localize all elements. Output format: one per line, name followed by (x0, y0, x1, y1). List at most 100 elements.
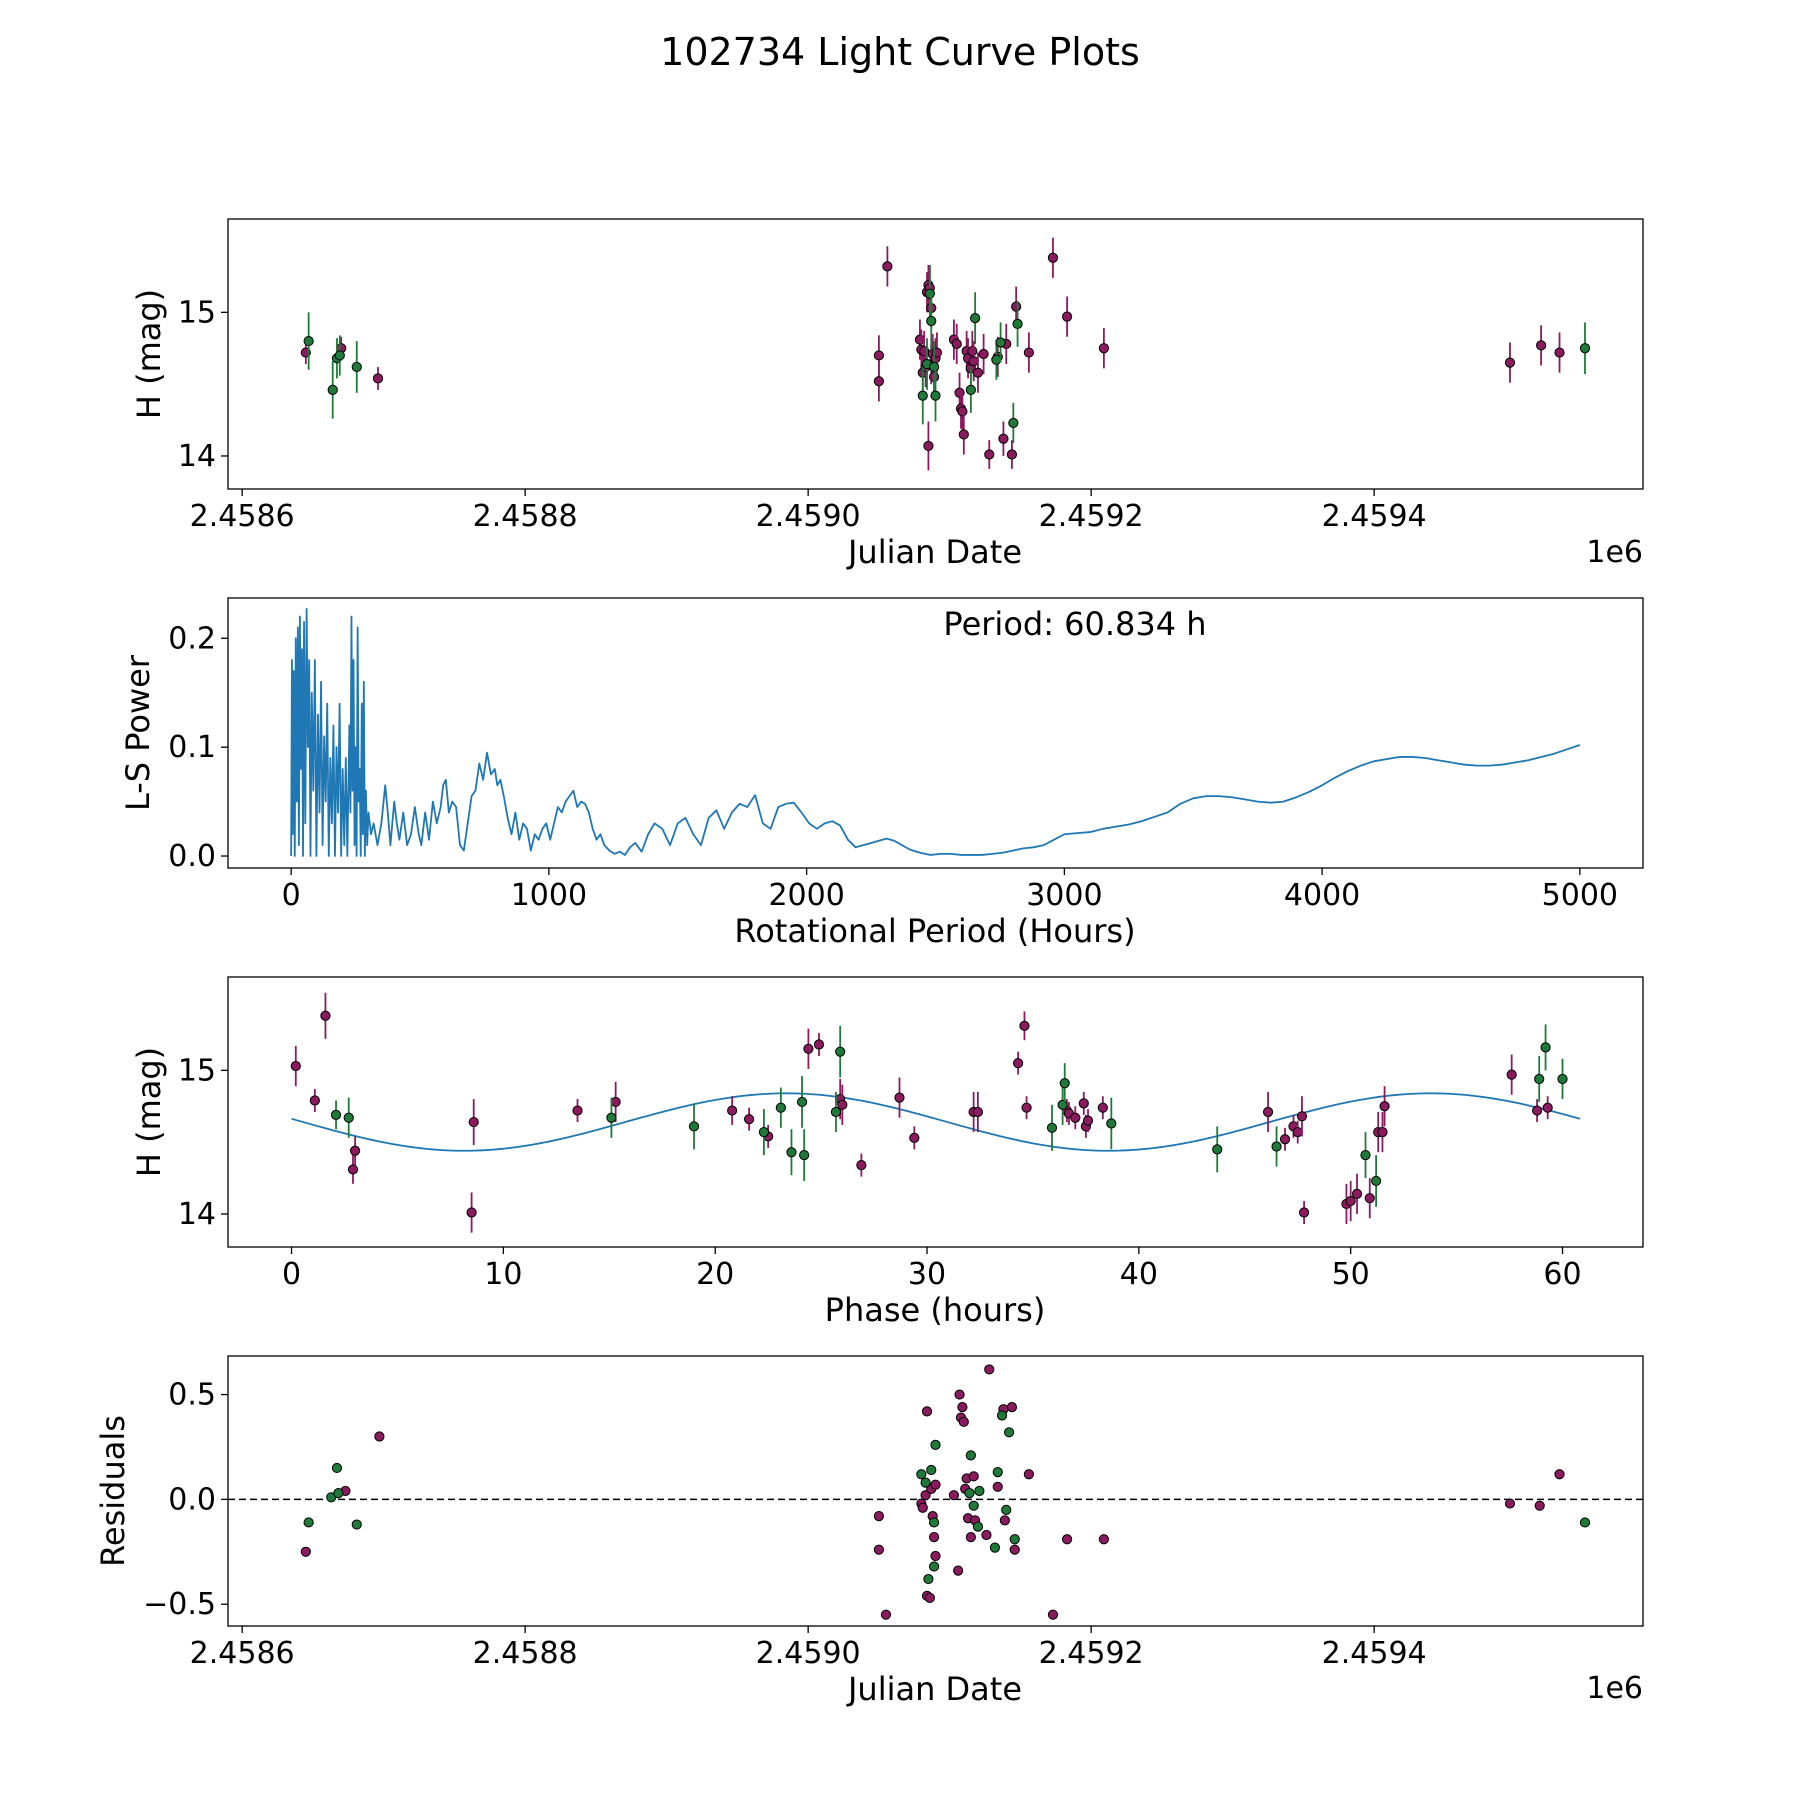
periodogram-xtick-label: 2000 (768, 878, 844, 913)
residuals-xtick-label: 2.4588 (473, 1636, 578, 1671)
lightcurve-point-filter-magenta (998, 433, 1009, 444)
phase-point-filter-magenta (1364, 1193, 1375, 1204)
periodogram-ytick-label: 0.2 (168, 621, 216, 656)
periodogram-xtick-label: 1000 (511, 878, 587, 913)
residuals-point-filter-magenta (880, 1609, 892, 1620)
phase-point-filter-magenta (1345, 1195, 1356, 1207)
phase-point-filter-magenta (1531, 1105, 1543, 1116)
lightcurve-point-filter-magenta (873, 376, 885, 387)
residuals-point-filter-green (992, 1467, 1003, 1478)
phase-point-filter-magenta (1296, 1111, 1308, 1122)
residuals-point-filter-magenta (1009, 1544, 1020, 1555)
phase-model-curve (291, 1092, 1581, 1152)
residuals-point-filter-magenta (921, 1406, 933, 1417)
residuals-point-filter-green (1001, 1504, 1012, 1515)
residuals-point-filter-magenta (1534, 1500, 1545, 1511)
lightcurve-point-filter-magenta (1047, 252, 1059, 263)
residuals-point-filter-magenta (924, 1592, 935, 1604)
residuals-point-filter-green (923, 1573, 934, 1585)
residuals-point-filter-green (303, 1517, 314, 1528)
phase-point-filter-magenta (572, 1105, 583, 1116)
periodogram-frame (227, 597, 1644, 869)
residuals-frame (227, 1355, 1644, 1627)
phase-point-filter-magenta (837, 1099, 848, 1110)
phase-ylabel: H (mag) (130, 1047, 168, 1177)
phase-xtick-label: 30 (908, 1257, 946, 1292)
phase-point-filter-magenta (1021, 1102, 1032, 1113)
lightcurve-point-filter-green (1008, 417, 1019, 429)
lightcurve-point-filter-green (327, 384, 338, 396)
phase-point-filter-green (835, 1046, 846, 1057)
phase-point-filter-magenta (320, 1010, 331, 1021)
phase-xtick-label: 20 (696, 1257, 734, 1292)
lightcurve-point-filter-magenta (1536, 340, 1547, 351)
periodogram-yticks: 0.0 0.1 0.2 (168, 621, 228, 874)
residuals-xtick-label: 2.4586 (190, 1636, 295, 1671)
residuals-point-filter-magenta (948, 1490, 959, 1501)
phase-point-filter-magenta (909, 1132, 920, 1143)
phase-point-filter-magenta (1082, 1115, 1094, 1126)
residuals-point-filter-magenta (928, 1532, 940, 1543)
residuals-point-filter-green (333, 1487, 344, 1499)
periodogram-line (290, 607, 1581, 857)
residuals-point-filter-magenta (1504, 1498, 1516, 1509)
periodogram-xtick-label: 5000 (1542, 878, 1618, 913)
phase-point-filter-green (796, 1096, 808, 1108)
lightcurve-point-filter-green (334, 350, 345, 361)
phase-point-filter-magenta (610, 1096, 621, 1108)
phase-point-filter-green (758, 1127, 770, 1138)
phase-point-filter-magenta (1292, 1127, 1303, 1138)
lightcurve-point-filter-green (965, 384, 976, 396)
lightcurve-point-filter-green (991, 354, 1002, 365)
periodogram-xlabel: Rotational Period (Hours) (734, 912, 1135, 950)
lightcurve-frame (227, 218, 1644, 490)
residuals-point-filter-green (989, 1542, 1001, 1553)
lightcurve-point-filter-green (995, 337, 1006, 348)
periodogram-xticks: 0 1000 2000 3000 4000 5000 (282, 868, 1618, 913)
phase-point-filter-magenta (1070, 1112, 1081, 1123)
lc-xtick-label: 2.4594 (1322, 499, 1427, 534)
residuals-point-filter-magenta (965, 1532, 976, 1543)
residuals-point-filter-magenta (917, 1502, 928, 1513)
phase-point-filter-magenta (1542, 1102, 1553, 1113)
lightcurve-point-filter-green (924, 288, 935, 299)
residuals-point-filter-green (1009, 1534, 1020, 1545)
phase-xtick-label: 50 (1332, 1257, 1370, 1292)
residuals-xtick-label: 2.4592 (1039, 1636, 1144, 1671)
residuals-point-filter-green (916, 1469, 927, 1480)
phase-xtick-label: 60 (1543, 1257, 1581, 1292)
phase-xticks: 0 10 20 30 40 50 60 (282, 1247, 1582, 1292)
lightcurve-point-filter-magenta (1554, 347, 1565, 358)
residuals-point-filter-magenta (1554, 1469, 1565, 1480)
lightcurve-point-filter-magenta (968, 356, 979, 367)
residuals-offset-label: 1e6 (1586, 1671, 1643, 1706)
lightcurve-point-filter-magenta (958, 429, 969, 440)
lightcurve-point-filter-magenta (984, 449, 995, 460)
lightcurve-point-filter-magenta (372, 373, 384, 384)
phase-point-filter-green (830, 1106, 842, 1118)
lightcurve-point-filter-green (351, 361, 362, 373)
phase-point-filter-magenta (290, 1060, 301, 1072)
periodogram-series-line (290, 607, 1581, 857)
lc-xtick-label: 2.4586 (190, 499, 295, 534)
lightcurve-point-filter-magenta (1011, 301, 1022, 312)
residual-points (228, 1364, 1643, 1620)
residuals-point-filter-green (996, 1410, 1008, 1421)
lightcurve-panel: 2.4586 2.4588 2.4590 2.4592 2.4594 14 15 Juli… (130, 218, 1644, 571)
lightcurve-point-filter-magenta (951, 338, 962, 350)
phase-points (290, 992, 1581, 1233)
residuals-point-filter-magenta (374, 1431, 385, 1442)
lightcurve-point-filter-green (930, 390, 941, 401)
residuals-point-filter-magenta (873, 1511, 885, 1522)
residuals-xtick-label: 2.4590 (756, 1636, 861, 1671)
residuals-ytick-label: 0.5 (168, 1378, 216, 1413)
residuals-point-filter-magenta (300, 1546, 311, 1557)
lightcurve-point-filter-magenta (873, 350, 885, 361)
residuals-point-filter-magenta (1061, 1534, 1073, 1545)
periodogram-panel: 0 1000 2000 3000 4000 5000 0.0 0.1 0.2 Rotation… (119, 597, 1644, 950)
residuals-point-filter-magenta (984, 1364, 995, 1375)
residuals-ylabel: Residuals (94, 1415, 132, 1567)
periodogram-ylabel: L-S Power (119, 654, 157, 811)
phase-xlabel: Phase (hours) (825, 1291, 1046, 1329)
